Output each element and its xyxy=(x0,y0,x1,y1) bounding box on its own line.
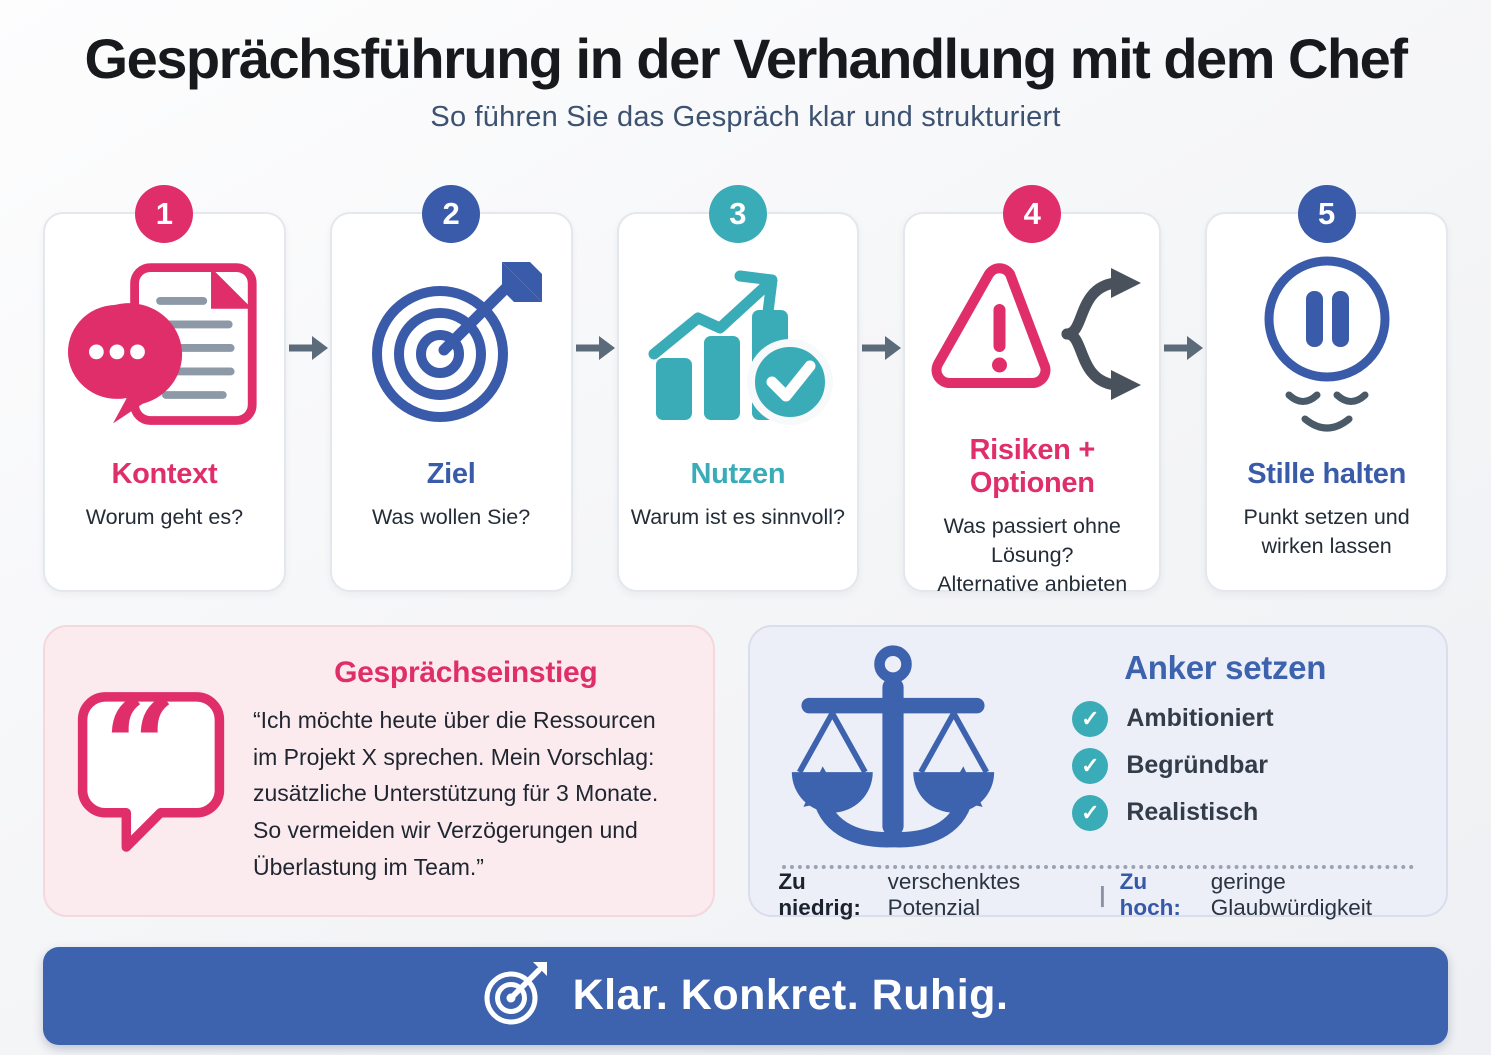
step-number-badge: 5 xyxy=(1297,184,1356,243)
target-arrow-icon xyxy=(356,248,546,444)
header: Gesprächsführung in der Verhandlung mit … xyxy=(0,0,1491,134)
quote-glyph: “ xyxy=(103,671,177,822)
entry-text-column: Gesprächseinstieg “Ich möchte heute über… xyxy=(253,656,679,886)
bottom-banner: Klar. Konkret. Ruhig. xyxy=(43,946,1448,1045)
step-desc: Worum geht es? xyxy=(85,504,244,529)
caption-separator: | xyxy=(1099,881,1106,907)
check-label: Begründbar xyxy=(1126,751,1268,780)
speech-bubble-document-icon xyxy=(66,248,262,444)
pause-calm-face-icon xyxy=(1232,248,1422,444)
check-label: Ambitioniert xyxy=(1126,704,1274,733)
step-title: Stille halten xyxy=(1247,457,1407,490)
arrow-right-icon xyxy=(286,334,330,362)
entry-box-title: Gesprächseinstieg xyxy=(334,655,598,689)
gespraechseinstieg-box: “ Gesprächseinstieg “Ich möchte heute üb… xyxy=(43,624,715,917)
warning-branch-icon xyxy=(915,248,1149,420)
entry-quote-text: “Ich möchte heute über die Ressourcen im… xyxy=(253,706,659,880)
arrow-right-icon xyxy=(1161,334,1205,362)
step-number-badge: 2 xyxy=(422,184,481,243)
step-title: Risiken + Optionen xyxy=(969,433,1096,499)
dotted-divider xyxy=(782,864,1414,869)
anchor-right-column: Anker setzen ✓ Ambitioniert ✓ Begründbar… xyxy=(1032,643,1418,855)
step-desc: Was passiert ohne Lösung? Alternative an… xyxy=(937,513,1128,596)
step-desc: Punkt setzen und wirken lassen xyxy=(1243,504,1410,558)
check-icon: ✓ xyxy=(1072,794,1109,831)
check-item-begruendbar: ✓ Begründbar xyxy=(1072,747,1418,784)
check-item-realistisch: ✓ Realistisch xyxy=(1072,794,1418,831)
page-title: Gesprächsführung in der Verhandlung mit … xyxy=(84,27,1408,90)
step-card-kontext: 1 Konte xyxy=(43,184,286,592)
step-desc: Warum ist es sinnvoll? xyxy=(630,504,845,529)
steps-row: 1 Konte xyxy=(43,184,1448,596)
check-icon: ✓ xyxy=(1072,700,1109,737)
arrow-right-icon xyxy=(859,334,903,362)
anchor-top-row: Anker setzen ✓ Ambitioniert ✓ Begründbar… xyxy=(778,643,1418,855)
caption-high-label: Zu hoch: xyxy=(1119,868,1181,920)
anchor-caption: Zu niedrig: verschenktes Potenzial | Zu … xyxy=(778,869,1418,921)
check-item-ambitioniert: ✓ Ambitioniert xyxy=(1072,700,1418,737)
step-number-badge: 3 xyxy=(708,184,767,243)
step-card-nutzen: 3 Nutzen Warum ist es sinnvoll? xyxy=(616,184,860,592)
anchor-scales-icon xyxy=(778,643,1008,855)
step-number-badge: 1 xyxy=(135,184,194,243)
anchor-box-title: Anker setzen xyxy=(1124,648,1327,686)
caption-low-label: Zu niedrig: xyxy=(778,868,861,920)
anker-setzen-box: Anker setzen ✓ Ambitioniert ✓ Begründbar… xyxy=(748,624,1448,920)
page-subtitle: So führen Sie das Gespräch klar und stru… xyxy=(430,100,1061,133)
growth-chart-check-icon xyxy=(640,248,836,444)
step-number-badge: 4 xyxy=(1003,184,1062,243)
step-desc: Was wollen Sie? xyxy=(372,504,531,529)
arrow-right-icon xyxy=(573,334,617,362)
middle-row: “ Gesprächseinstieg “Ich möchte heute üb… xyxy=(43,624,1448,920)
step-card-ziel: 2 Ziel Was wollen Sie? xyxy=(329,184,573,592)
banner-text: Klar. Konkret. Ruhig. xyxy=(572,971,1009,1020)
target-arrow-icon xyxy=(483,960,549,1031)
step-title: Nutzen xyxy=(690,457,786,490)
step-card-stille-halten: 5 Stille halten Punkt setzen und wirken … xyxy=(1205,184,1448,592)
step-title: Ziel xyxy=(426,457,476,490)
caption-high-text: geringe Glaubwürdigkeit xyxy=(1210,868,1373,920)
check-label: Realistisch xyxy=(1126,798,1259,827)
quote-bubble-icon: “ xyxy=(75,683,227,855)
step-card-risiken-optionen: 4 Risiken + Optionen Was passiert ohne L… xyxy=(903,184,1162,596)
step-title: Kontext xyxy=(111,457,218,490)
check-icon: ✓ xyxy=(1072,747,1109,784)
caption-low-text: verschenktes Potenzial xyxy=(887,868,1021,920)
